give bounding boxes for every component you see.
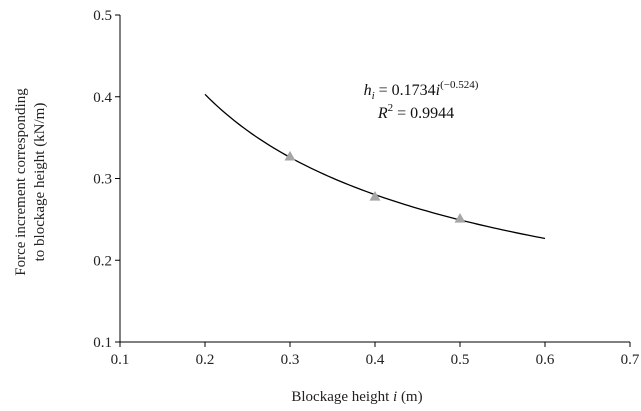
r-squared-label: R2 = 0.9944 — [377, 102, 454, 122]
y-tick-label: 0.2 — [93, 253, 112, 269]
y-tick-label: 0.4 — [93, 90, 112, 106]
x-tick-label: 0.5 — [451, 352, 470, 368]
y-axis-title: Force increment corresponding to blockag… — [13, 88, 48, 276]
r-squared-var: R — [377, 105, 388, 122]
data-point-triangle — [369, 190, 381, 201]
power-trendline — [204, 93, 546, 240]
data-point-triangle — [284, 150, 296, 161]
equation-var: h — [364, 82, 372, 99]
r-squared-value: = 0.9944 — [393, 105, 454, 122]
y-tick-label: 0.1 — [93, 335, 112, 351]
x-tick-label: 0.7 — [621, 352, 640, 368]
trendline-layer — [204, 93, 546, 240]
x-tick-label: 0.6 — [536, 352, 555, 368]
x-axis-title: Blockage height i (m) — [291, 389, 422, 405]
equation-coefficient: = 0.1734 — [375, 82, 436, 99]
x-ticks: 0.1 0.2 0.3 0.4 0.5 0.6 0.7 — [111, 342, 640, 368]
axes — [119, 15, 630, 343]
equation-label: hi = 0.1734i(−0.524) — [364, 79, 479, 102]
equation-x-var: i — [436, 82, 440, 99]
equation-exponent: (−0.524) — [440, 79, 479, 91]
x-tick-label: 0.2 — [196, 352, 215, 368]
y-ticks: 0.1 0.2 0.3 0.4 0.5 — [93, 8, 120, 351]
x-axis-title-suffix: (m) — [397, 389, 422, 405]
x-tick-label: 0.4 — [366, 352, 385, 368]
y-axis-title-line-2: to blockage height (kN/m) — [32, 103, 48, 262]
y-tick-label: 0.3 — [93, 172, 112, 188]
y-axis-title-line-1: Force increment corresponding — [13, 88, 29, 276]
x-tick-label: 0.3 — [281, 352, 300, 368]
points-layer — [284, 150, 466, 223]
y-tick-label: 0.5 — [93, 8, 112, 24]
x-axis-title-prefix: Blockage height — [291, 389, 393, 405]
x-axis-title-var: i — [393, 389, 397, 405]
equation-subscript: i — [372, 90, 375, 102]
x-tick-label: 0.1 — [111, 352, 130, 368]
data-point-triangle — [454, 213, 466, 223]
r-squared-sup: 2 — [388, 102, 394, 114]
